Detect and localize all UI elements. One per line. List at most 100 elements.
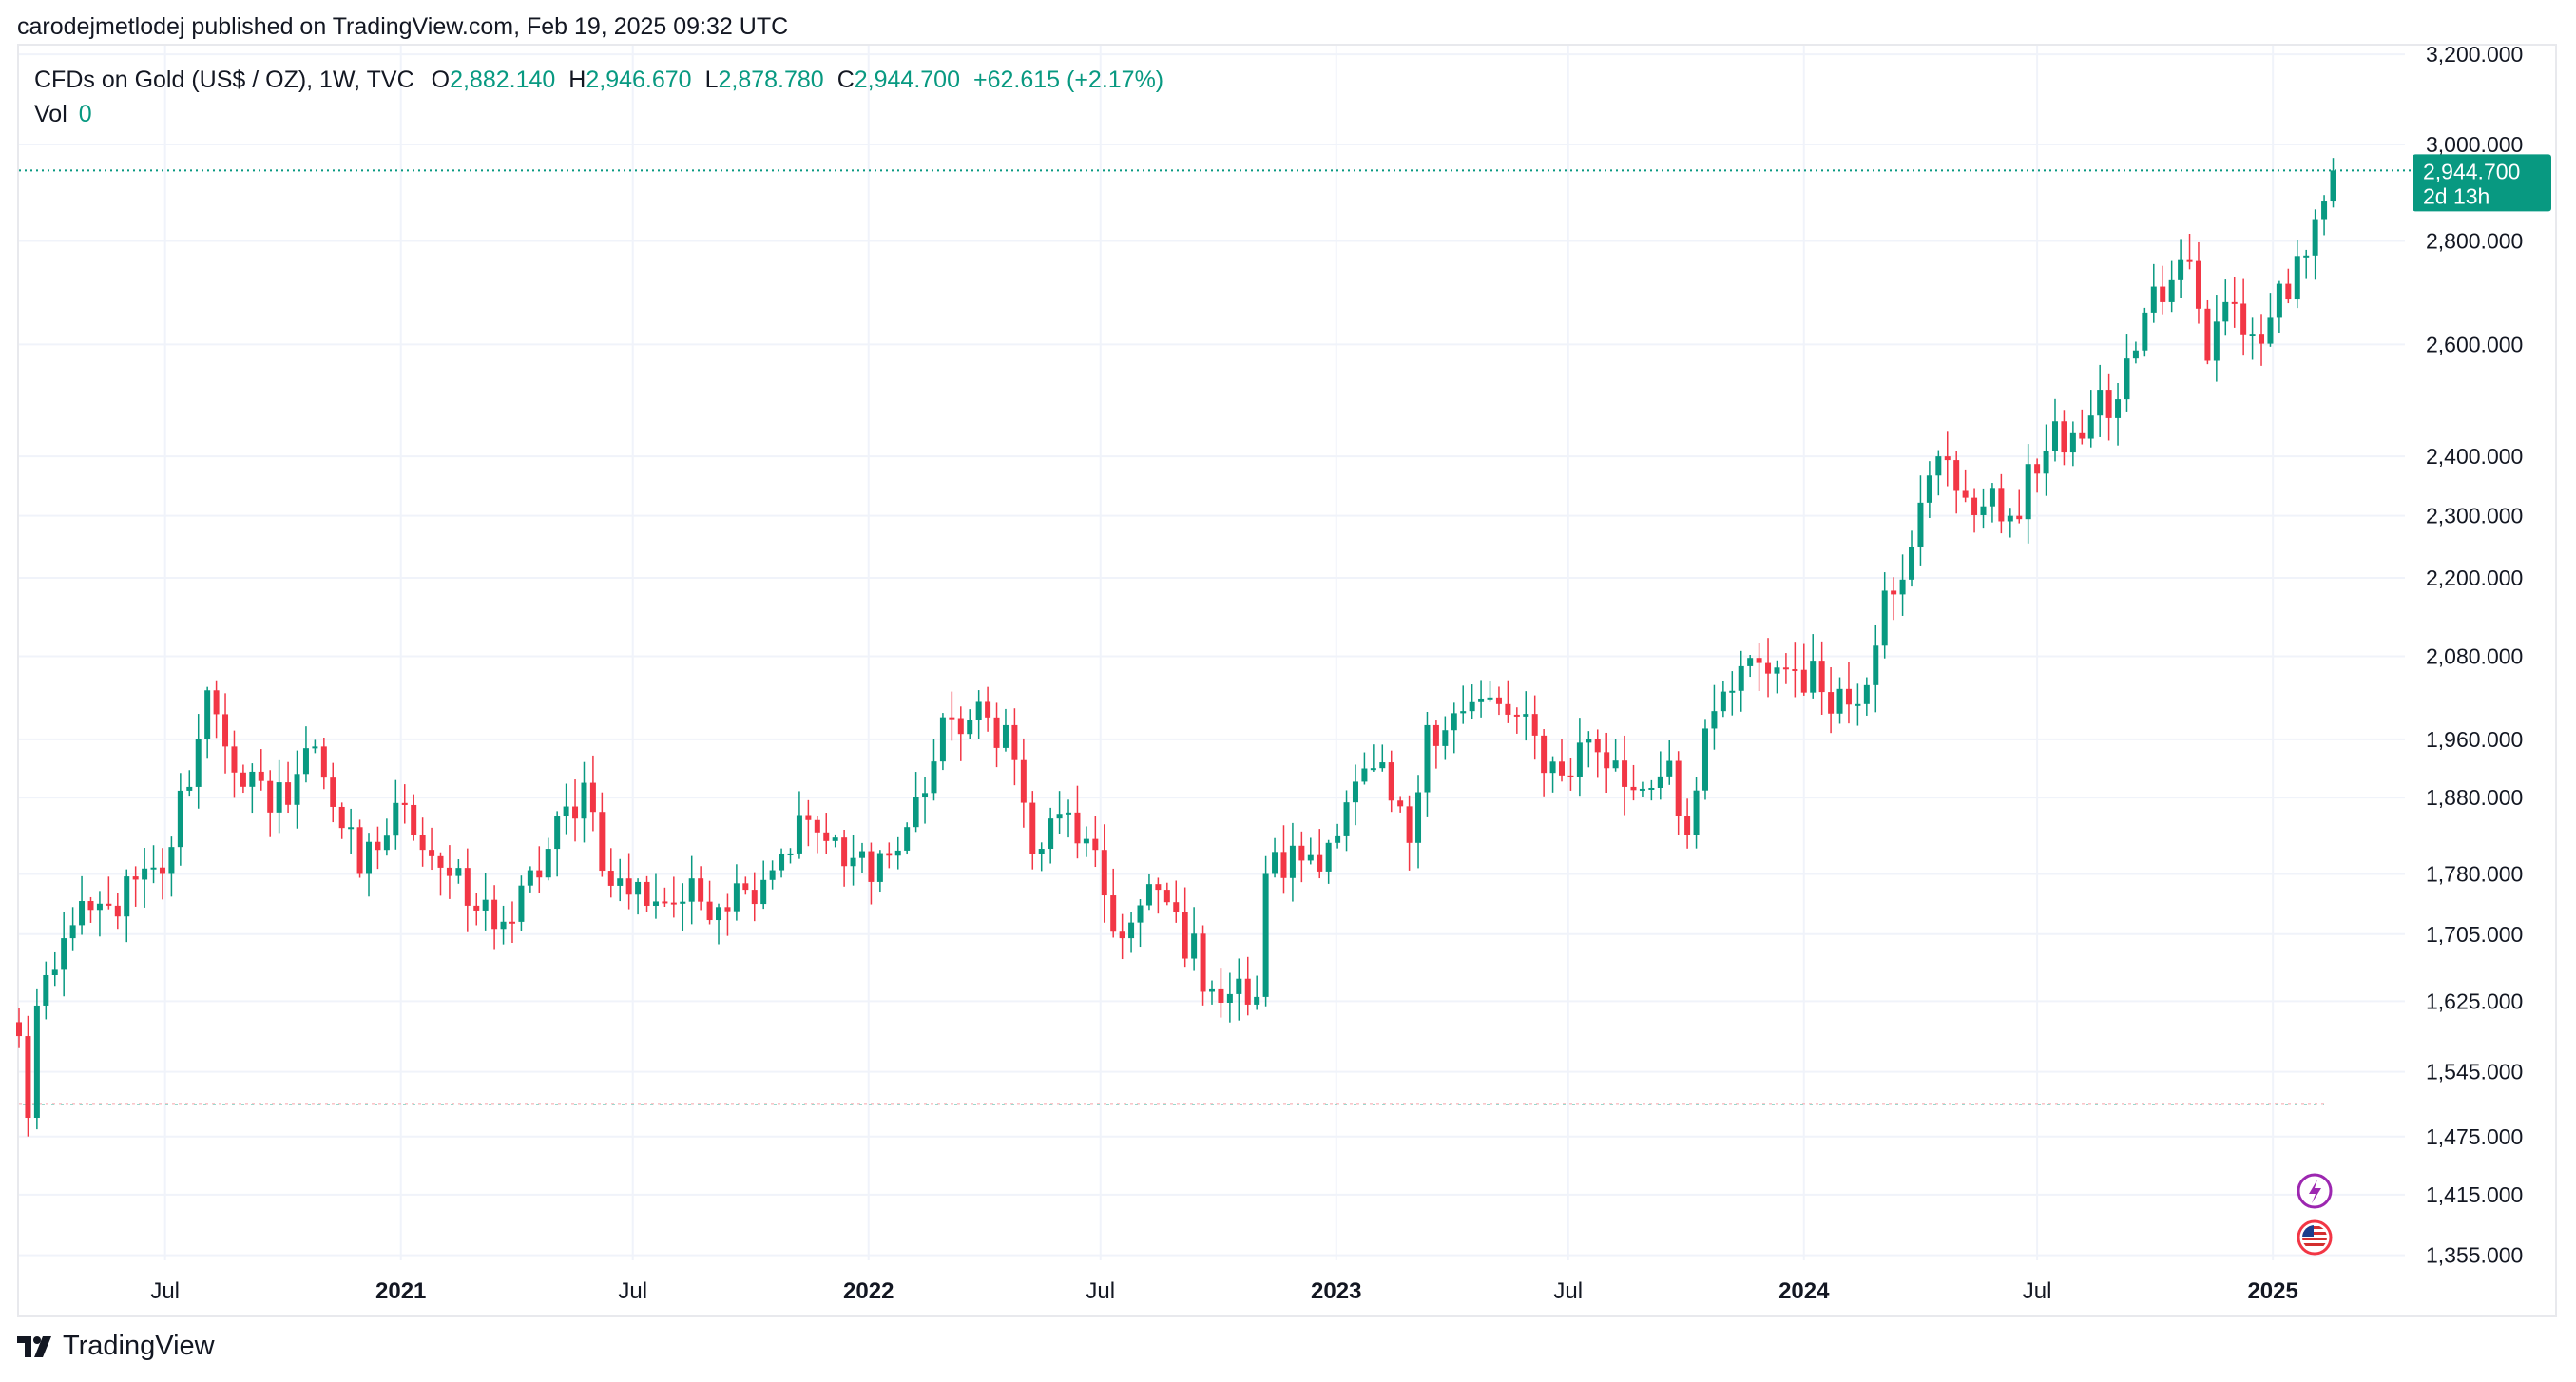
candle-down <box>662 901 668 904</box>
candle-up <box>1926 475 1932 503</box>
candle-down <box>2034 464 2041 474</box>
us-flag-icon[interactable] <box>2297 1219 2333 1256</box>
volume-value: 0 <box>78 101 92 127</box>
candle-down <box>330 777 336 807</box>
candle-down <box>473 905 480 911</box>
last-price-tag-price: 2,944.700 <box>2423 159 2520 183</box>
candle-up <box>1469 701 1475 712</box>
candle-down <box>1800 669 1807 693</box>
candle-down <box>285 782 292 805</box>
candle-down <box>1845 688 1852 705</box>
candle-up <box>2124 358 2130 400</box>
symbol-title[interactable]: CFDs on Gold (US$ / OZ), 1W, TVC <box>34 67 414 93</box>
candle-up <box>1254 996 1260 1005</box>
candle-up <box>545 849 551 878</box>
candle-down <box>87 901 94 911</box>
candle-up <box>1209 988 1215 992</box>
candle-up <box>1855 703 1861 706</box>
high-label: H <box>568 67 586 93</box>
price-tick-label: 1,625.000 <box>2426 989 2523 1013</box>
candle-up <box>43 974 49 1006</box>
candle-up <box>1863 684 1870 704</box>
candle-down <box>1505 703 1511 715</box>
candle-down <box>106 903 112 906</box>
candle-down <box>670 902 677 905</box>
candle-down <box>2079 432 2086 439</box>
candle-down <box>1971 497 1978 515</box>
candle-down <box>1432 724 1439 746</box>
candle-down <box>1944 456 1951 461</box>
candle-down <box>572 806 579 819</box>
candle-up <box>1711 711 1718 729</box>
candle-down <box>1818 661 1825 693</box>
candle-up <box>1343 802 1350 836</box>
candle-up <box>2249 334 2256 336</box>
candle-up <box>779 853 785 871</box>
candle-down <box>2061 421 2067 453</box>
candle-down <box>2285 283 2292 300</box>
candle-down <box>1684 816 1691 835</box>
candle-down <box>2231 301 2238 304</box>
candle-down <box>1244 978 1251 1005</box>
candle-up <box>1272 852 1278 874</box>
candle-down <box>742 883 749 891</box>
candle-up <box>1056 814 1063 819</box>
candle-up <box>2321 201 2328 220</box>
candle-down <box>429 850 435 856</box>
candle-up <box>1236 978 1242 994</box>
candle-down <box>1541 735 1548 774</box>
candle-up <box>2069 432 2076 453</box>
price-tick-label: 1,705.000 <box>2426 922 2523 947</box>
time-tick-label: 2024 <box>1778 1278 1830 1304</box>
time-tick-label: 2021 <box>375 1278 426 1304</box>
price-tick-label: 1,960.000 <box>2426 727 2523 752</box>
candle-down <box>751 890 758 905</box>
candle-up <box>1191 933 1198 959</box>
high-value: 2,946.670 <box>586 67 692 93</box>
legend: CFDs on Gold (US$ / OZ), 1W, TVC O 2,882.… <box>34 67 1163 135</box>
change-value: +62.615 (+2.17%) <box>972 67 1164 93</box>
candle-up <box>563 806 569 817</box>
time-tick-label: Jul <box>150 1278 180 1304</box>
candle-down <box>1119 931 1125 939</box>
candle-up <box>1262 873 1269 997</box>
candle-up <box>124 876 130 917</box>
candle-up <box>2294 256 2300 300</box>
candle-down <box>949 717 955 720</box>
candle-up <box>96 903 103 911</box>
candle-down <box>2016 515 2023 520</box>
lightning-icon[interactable] <box>2297 1173 2333 1209</box>
candle-up <box>716 907 722 921</box>
candle-up <box>1370 768 1376 771</box>
candle-up <box>2043 450 2049 474</box>
candle-up <box>796 815 802 854</box>
volume-label[interactable]: Vol <box>34 101 67 127</box>
candle-up <box>482 899 489 911</box>
candle-up <box>1899 579 1906 595</box>
candle-down <box>356 827 363 874</box>
candle-up <box>652 901 659 906</box>
candle-up <box>1442 730 1449 746</box>
candle-down <box>536 870 543 878</box>
candle-down <box>1155 884 1162 891</box>
candle-up <box>1576 742 1583 777</box>
candle-up <box>1747 658 1754 666</box>
candle-up <box>913 797 919 828</box>
candle-up <box>1361 768 1368 782</box>
candle-up <box>195 739 202 787</box>
candle-down <box>1092 838 1099 851</box>
candle-down <box>1756 658 1762 663</box>
candle-up <box>1586 739 1592 743</box>
open-value: 2,882.140 <box>450 67 556 93</box>
candle-up <box>2051 421 2058 451</box>
candle-up <box>366 841 373 874</box>
time-tick-label: Jul <box>1553 1278 1583 1304</box>
low-label: L <box>704 67 719 93</box>
candles <box>16 158 2336 1137</box>
candle-down <box>1495 697 1502 704</box>
candle-up <box>769 870 776 880</box>
candle-down <box>814 819 820 833</box>
candle-up <box>69 925 76 939</box>
candle-up <box>1451 713 1457 731</box>
